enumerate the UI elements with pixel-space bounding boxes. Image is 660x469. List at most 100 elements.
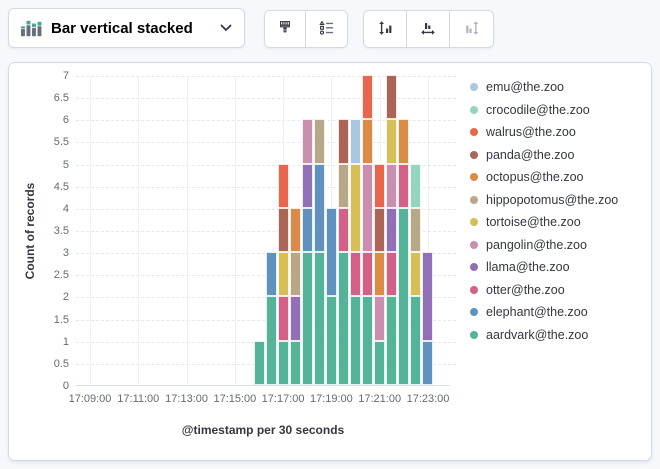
legend-item[interactable]: otter@the.zoo: [461, 279, 618, 302]
legend-item[interactable]: hippopotomus@the.zoo: [461, 189, 618, 212]
grid-line-horizontal: [76, 76, 456, 77]
bar-segment[interactable]: [289, 296, 301, 341]
bar-segment[interactable]: [337, 163, 349, 208]
bar-segment[interactable]: [277, 296, 289, 341]
legend-button[interactable]: [306, 11, 347, 47]
legend-item[interactable]: aardvark@the.zoo: [461, 324, 618, 347]
bottom-axis-button[interactable]: [407, 11, 450, 47]
bar-segment[interactable]: [410, 207, 422, 253]
legend-item[interactable]: elephant@the.zoo: [461, 301, 618, 324]
axis-button-group: [363, 10, 494, 48]
legend-item[interactable]: llama@the.zoo: [461, 256, 618, 279]
grid-line-horizontal: [76, 164, 456, 166]
bar-segment[interactable]: [386, 207, 398, 253]
y-tick-label: 0: [62, 380, 69, 392]
right-axis-button[interactable]: [450, 11, 493, 47]
bar-segment[interactable]: [362, 163, 374, 253]
bar-segment[interactable]: [350, 119, 362, 164]
bar-segment[interactable]: [398, 119, 410, 164]
legend-item[interactable]: octopus@the.zoo: [461, 166, 618, 189]
y-axis-labels: 0 0.5 1 1.5 2 2.5 3 3.5 4 4.5 5 5.5 6 6.5 7: [9, 70, 69, 392]
bar-segment[interactable]: [277, 252, 289, 297]
bar-segment[interactable]: [362, 296, 374, 385]
style-button-group: [264, 10, 348, 48]
bar-segment[interactable]: [386, 163, 398, 208]
y-tick-label: 7: [62, 70, 69, 82]
bar-segment[interactable]: [386, 75, 398, 120]
bar-segment[interactable]: [422, 340, 434, 385]
left-axis-icon: [377, 20, 393, 39]
y-tick-label: 4.5: [53, 180, 69, 193]
bar-segment[interactable]: [410, 163, 422, 208]
bar-segment[interactable]: [301, 163, 313, 208]
x-tick-label: 17:23:00: [406, 393, 450, 405]
bar-segment[interactable]: [265, 296, 277, 385]
left-axis-button[interactable]: [364, 11, 407, 47]
legend-color-dot: [470, 105, 478, 114]
bar-segment[interactable]: [313, 252, 325, 385]
right-axis-icon: [464, 20, 480, 39]
y-tick-label: 1.5: [53, 313, 69, 326]
bar-segment[interactable]: [350, 296, 362, 385]
bar-segment[interactable]: [350, 252, 362, 297]
bar-segment[interactable]: [374, 207, 386, 253]
bar-segment[interactable]: [301, 119, 313, 164]
legend-item[interactable]: pangolin@the.zoo: [461, 234, 618, 257]
legend-item[interactable]: walrus@the.zoo: [461, 121, 618, 144]
x-axis-labels: 17:09:00 17:11:00 17:13:00 17:15:00 17:17:00…: [69, 393, 450, 407]
legend-item-label: tortoise@the.zoo: [486, 215, 581, 230]
chart-type-dropdown[interactable]: Bar vertical stacked: [8, 8, 245, 48]
grid-line-vertical: [428, 76, 429, 385]
bar-segment[interactable]: [301, 252, 313, 385]
bar-segment[interactable]: [325, 296, 337, 385]
bar-segment[interactable]: [386, 252, 398, 297]
bar-segment[interactable]: [362, 119, 374, 164]
grid-line-vertical: [186, 76, 188, 385]
bar-segment[interactable]: [253, 340, 265, 385]
bar-segment[interactable]: [313, 119, 325, 164]
bar-segment[interactable]: [398, 163, 410, 208]
bar-segment[interactable]: [410, 252, 422, 297]
x-tick-label: 17:13:00: [165, 393, 208, 405]
legend: emu@the.zoo crocodile@the.zoo walrus@the.z…: [461, 76, 618, 346]
legend-item[interactable]: crocodile@the.zoo: [461, 99, 618, 122]
legend-color-dot: [470, 263, 478, 272]
legend-item[interactable]: panda@the.zoo: [461, 144, 618, 167]
bar-segment[interactable]: [289, 340, 301, 385]
legend-item-label: crocodile@the.zoo: [486, 102, 590, 117]
legend-item-label: panda@the.zoo: [486, 147, 575, 162]
bar-segment[interactable]: [289, 252, 301, 297]
bar-segment[interactable]: [374, 252, 386, 297]
bar-segment[interactable]: [386, 296, 398, 385]
bar-segment[interactable]: [410, 296, 422, 385]
bar-segment[interactable]: [362, 75, 374, 120]
bar-segment[interactable]: [362, 252, 374, 297]
bar-segment[interactable]: [374, 340, 386, 385]
bar-segment[interactable]: [277, 207, 289, 253]
x-tick-label: 17:15:00: [213, 393, 257, 405]
bar-segment[interactable]: [313, 163, 325, 253]
y-tick-label: 2.5: [53, 269, 69, 282]
bar-segment[interactable]: [350, 163, 362, 253]
bar-segment[interactable]: [398, 207, 410, 385]
legend-item-label: walrus@the.zoo: [486, 125, 576, 140]
legend-item[interactable]: emu@the.zoo: [461, 76, 618, 99]
bar-segment[interactable]: [374, 163, 386, 208]
bar-segment[interactable]: [325, 207, 337, 297]
legend-color-dot: [470, 240, 478, 249]
bar-segment[interactable]: [301, 207, 313, 253]
bar-segment[interactable]: [289, 207, 301, 253]
bar-segment[interactable]: [265, 252, 277, 297]
bar-segment[interactable]: [386, 119, 398, 164]
grid-line-horizontal: [76, 231, 456, 232]
visual-options-button[interactable]: [265, 11, 306, 47]
bar-segment[interactable]: [277, 163, 289, 208]
bar-segment[interactable]: [374, 296, 386, 341]
bar-segment[interactable]: [277, 340, 289, 385]
bar-segment[interactable]: [337, 252, 349, 385]
legend-item[interactable]: tortoise@the.zoo: [461, 211, 618, 234]
legend-color-dot: [470, 150, 478, 159]
bar-segment[interactable]: [422, 252, 434, 341]
bar-segment[interactable]: [337, 119, 349, 164]
bar-segment[interactable]: [337, 207, 349, 253]
